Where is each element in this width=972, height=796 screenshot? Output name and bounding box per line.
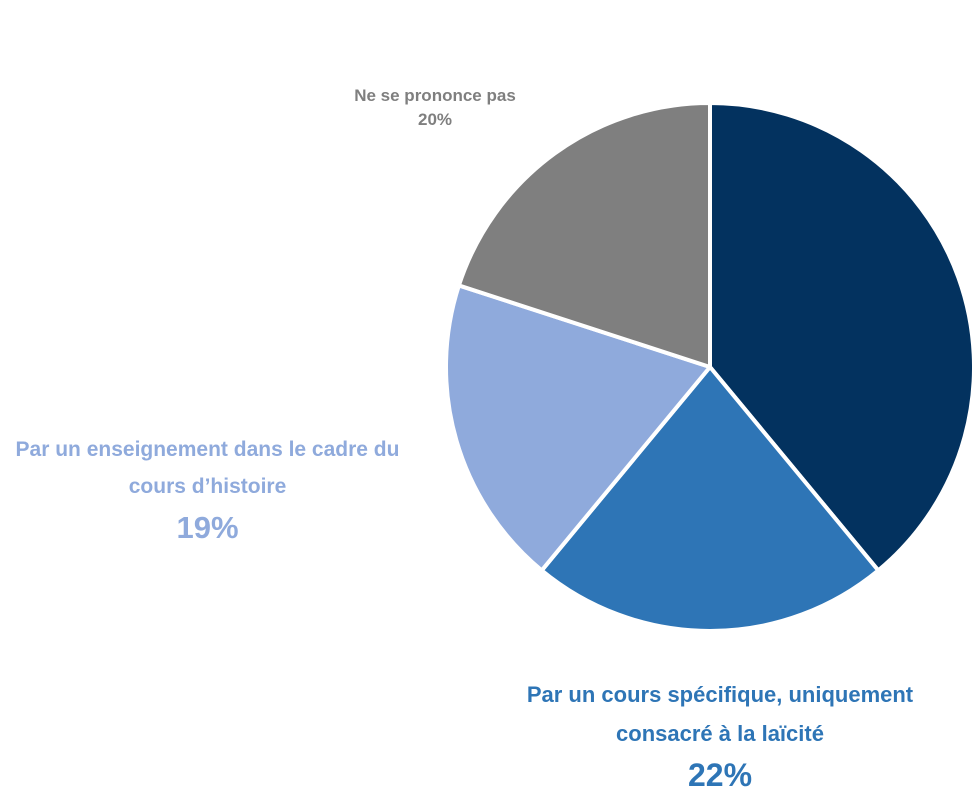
category-label: Par un enseignement dans le cadre du cou… <box>15 438 400 498</box>
pie-slice <box>444 283 712 573</box>
slice-label: Par un cours spécifique, uniquement cons… <box>480 676 960 796</box>
value-label: 19% <box>176 509 239 545</box>
slice-label: Ne se prononce pas 20% <box>300 82 570 130</box>
slice-label: Par un enseignement dans le cadre du cou… <box>5 432 410 549</box>
pie-slice <box>539 365 881 633</box>
category-label: Par un cours spécifique, uniquement cons… <box>526 682 914 746</box>
pie-slice <box>456 101 712 369</box>
value-label: 20% <box>417 109 453 129</box>
value-label: 22% <box>687 757 753 793</box>
pie-slice <box>708 101 972 573</box>
category-label: Ne se prononce pas <box>354 86 516 105</box>
